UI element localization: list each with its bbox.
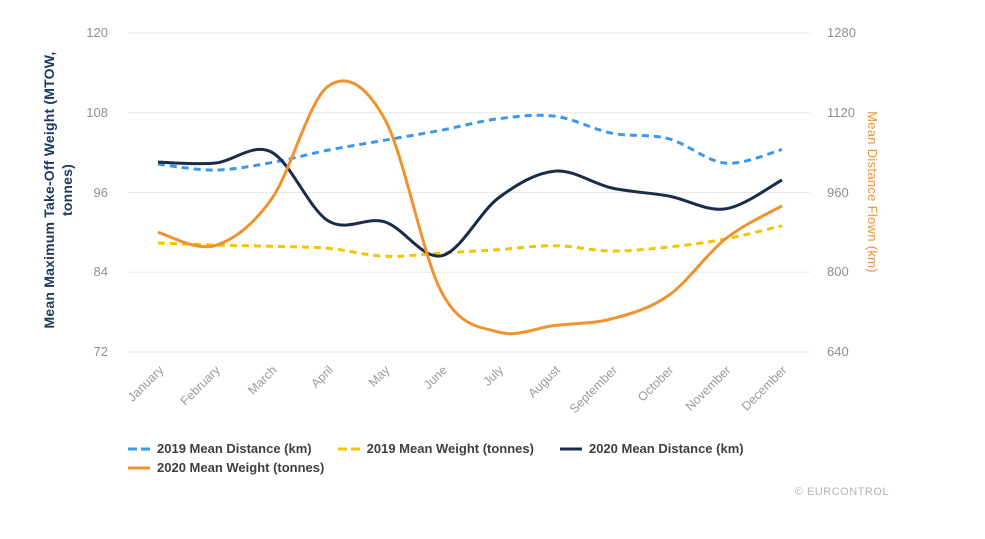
legend-line-swatch <box>559 447 582 450</box>
legend-label: 2019 Mean Distance (km) <box>157 441 312 456</box>
legend: 2019 Mean Distance (km) 2019 Mean Weight … <box>128 440 828 476</box>
right-tick-label: 960 <box>827 184 849 200</box>
left-tick-label: 120 <box>86 25 108 40</box>
legend-item-2019-mean-distance-km[interactable]: 2019 Mean Distance (km) <box>128 440 312 457</box>
copyright-text: © EURCONTROL <box>794 486 889 498</box>
left-tick-label: 84 <box>93 264 108 280</box>
series-line-2020-mean-distance-km[interactable] <box>157 147 783 258</box>
legend-line-swatch <box>128 447 150 450</box>
right-axis-title: Mean Distance Flown (km) <box>865 111 880 273</box>
right-tick-label: 640 <box>827 344 849 359</box>
right-tick-label: 1120 <box>827 104 855 120</box>
left-tick-label: 96 <box>93 184 108 200</box>
legend-item-2019-mean-weight-tonnes[interactable]: 2019 Mean Weight (tonnes) <box>337 440 534 457</box>
series-line-2020-mean-weight-tonnes[interactable] <box>157 79 783 336</box>
series-line-2019-mean-distance-km[interactable] <box>157 113 783 172</box>
left-tick-label: 108 <box>86 104 108 120</box>
legend-label: 2019 Mean Weight (tonnes) <box>366 441 534 456</box>
legend-line-swatch <box>337 447 360 450</box>
legend-item-2020-mean-distance-km[interactable]: 2020 Mean Distance (km) <box>559 440 744 457</box>
legend-item-2020-mean-weight-tonnes[interactable]: 2020 Mean Weight (tonnes) <box>128 459 324 476</box>
legend-label: 2020 Mean Weight (tonnes) <box>157 460 325 475</box>
right-tick-label: 800 <box>827 264 849 280</box>
series-line-2019-mean-weight-tonnes[interactable] <box>157 224 783 258</box>
left-tick-label: 72 <box>93 344 108 359</box>
legend-line-swatch <box>128 466 150 469</box>
right-tick-label: 1280 <box>827 25 856 40</box>
legend-label: 2020 Mean Distance (km) <box>588 441 744 456</box>
